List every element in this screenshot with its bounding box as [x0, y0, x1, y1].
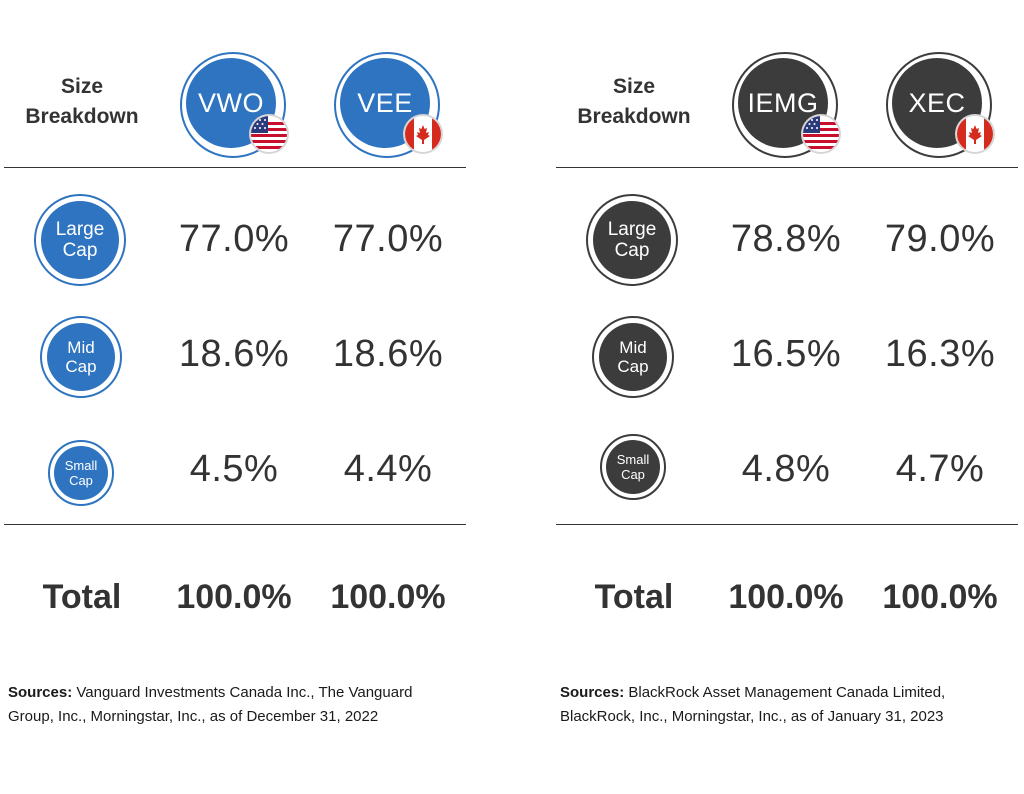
mid-cap-badge: Mid Cap	[40, 316, 122, 398]
fund-badge-vee: VEE	[332, 52, 442, 158]
mid-cap-badge: Mid Cap	[592, 316, 674, 398]
xec-large-cap-value: 79.0%	[884, 218, 996, 260]
fund-badge-xec: XEC	[884, 52, 994, 158]
large-cap-badge: Large Cap	[34, 194, 126, 286]
small-cap-badge: Small Cap	[48, 440, 114, 506]
us-flag-icon	[251, 116, 287, 152]
canada-flag-icon	[405, 116, 441, 152]
header-divider	[4, 167, 466, 168]
vwo-large-cap-value: 77.0%	[178, 218, 290, 260]
vee-large-cap-value: 77.0%	[332, 218, 444, 260]
vee-mid-cap-value: 18.6%	[332, 333, 444, 375]
size-breakdown-header: Size Breakdown	[577, 75, 691, 128]
vwo-small-cap-value: 4.5%	[189, 448, 279, 490]
size-breakdown-header: Size Breakdown	[25, 75, 139, 128]
total-label: Total	[594, 578, 674, 616]
blackrock-panel: Size Breakdown IEMG XEC Large Cap 78.8% 7…	[556, 0, 1022, 794]
canada-flag-icon	[957, 116, 993, 152]
vee-small-cap-value: 4.4%	[343, 448, 433, 490]
fund-ticker: XEC	[892, 58, 982, 148]
fund-badge-vwo: VWO	[178, 52, 288, 158]
iemg-total-value: 100.0%	[728, 578, 844, 616]
total-divider	[556, 524, 1018, 525]
large-cap-badge: Large Cap	[586, 194, 678, 286]
sources-note: Sources: BlackRock Asset Management Cana…	[560, 684, 946, 725]
vanguard-panel: Size Breakdown VWO VEE Large Cap 77.0% 77…	[4, 0, 470, 794]
total-divider	[4, 524, 466, 525]
vwo-total-value: 100.0%	[176, 578, 292, 616]
total-label: Total	[42, 578, 122, 616]
xec-small-cap-value: 4.7%	[895, 448, 985, 490]
fund-ticker: VWO	[186, 58, 276, 148]
sources-note: Sources: Vanguard Investments Canada Inc…	[8, 684, 413, 725]
small-cap-badge: Small Cap	[600, 434, 666, 500]
xec-total-value: 100.0%	[882, 578, 998, 616]
fund-badge-iemg: IEMG	[730, 52, 840, 158]
us-flag-icon	[803, 116, 839, 152]
iemg-small-cap-value: 4.8%	[741, 448, 831, 490]
iemg-mid-cap-value: 16.5%	[730, 333, 842, 375]
vee-total-value: 100.0%	[330, 578, 446, 616]
vwo-mid-cap-value: 18.6%	[178, 333, 290, 375]
iemg-large-cap-value: 78.8%	[730, 218, 842, 260]
header-divider	[556, 167, 1018, 168]
xec-mid-cap-value: 16.3%	[884, 333, 996, 375]
